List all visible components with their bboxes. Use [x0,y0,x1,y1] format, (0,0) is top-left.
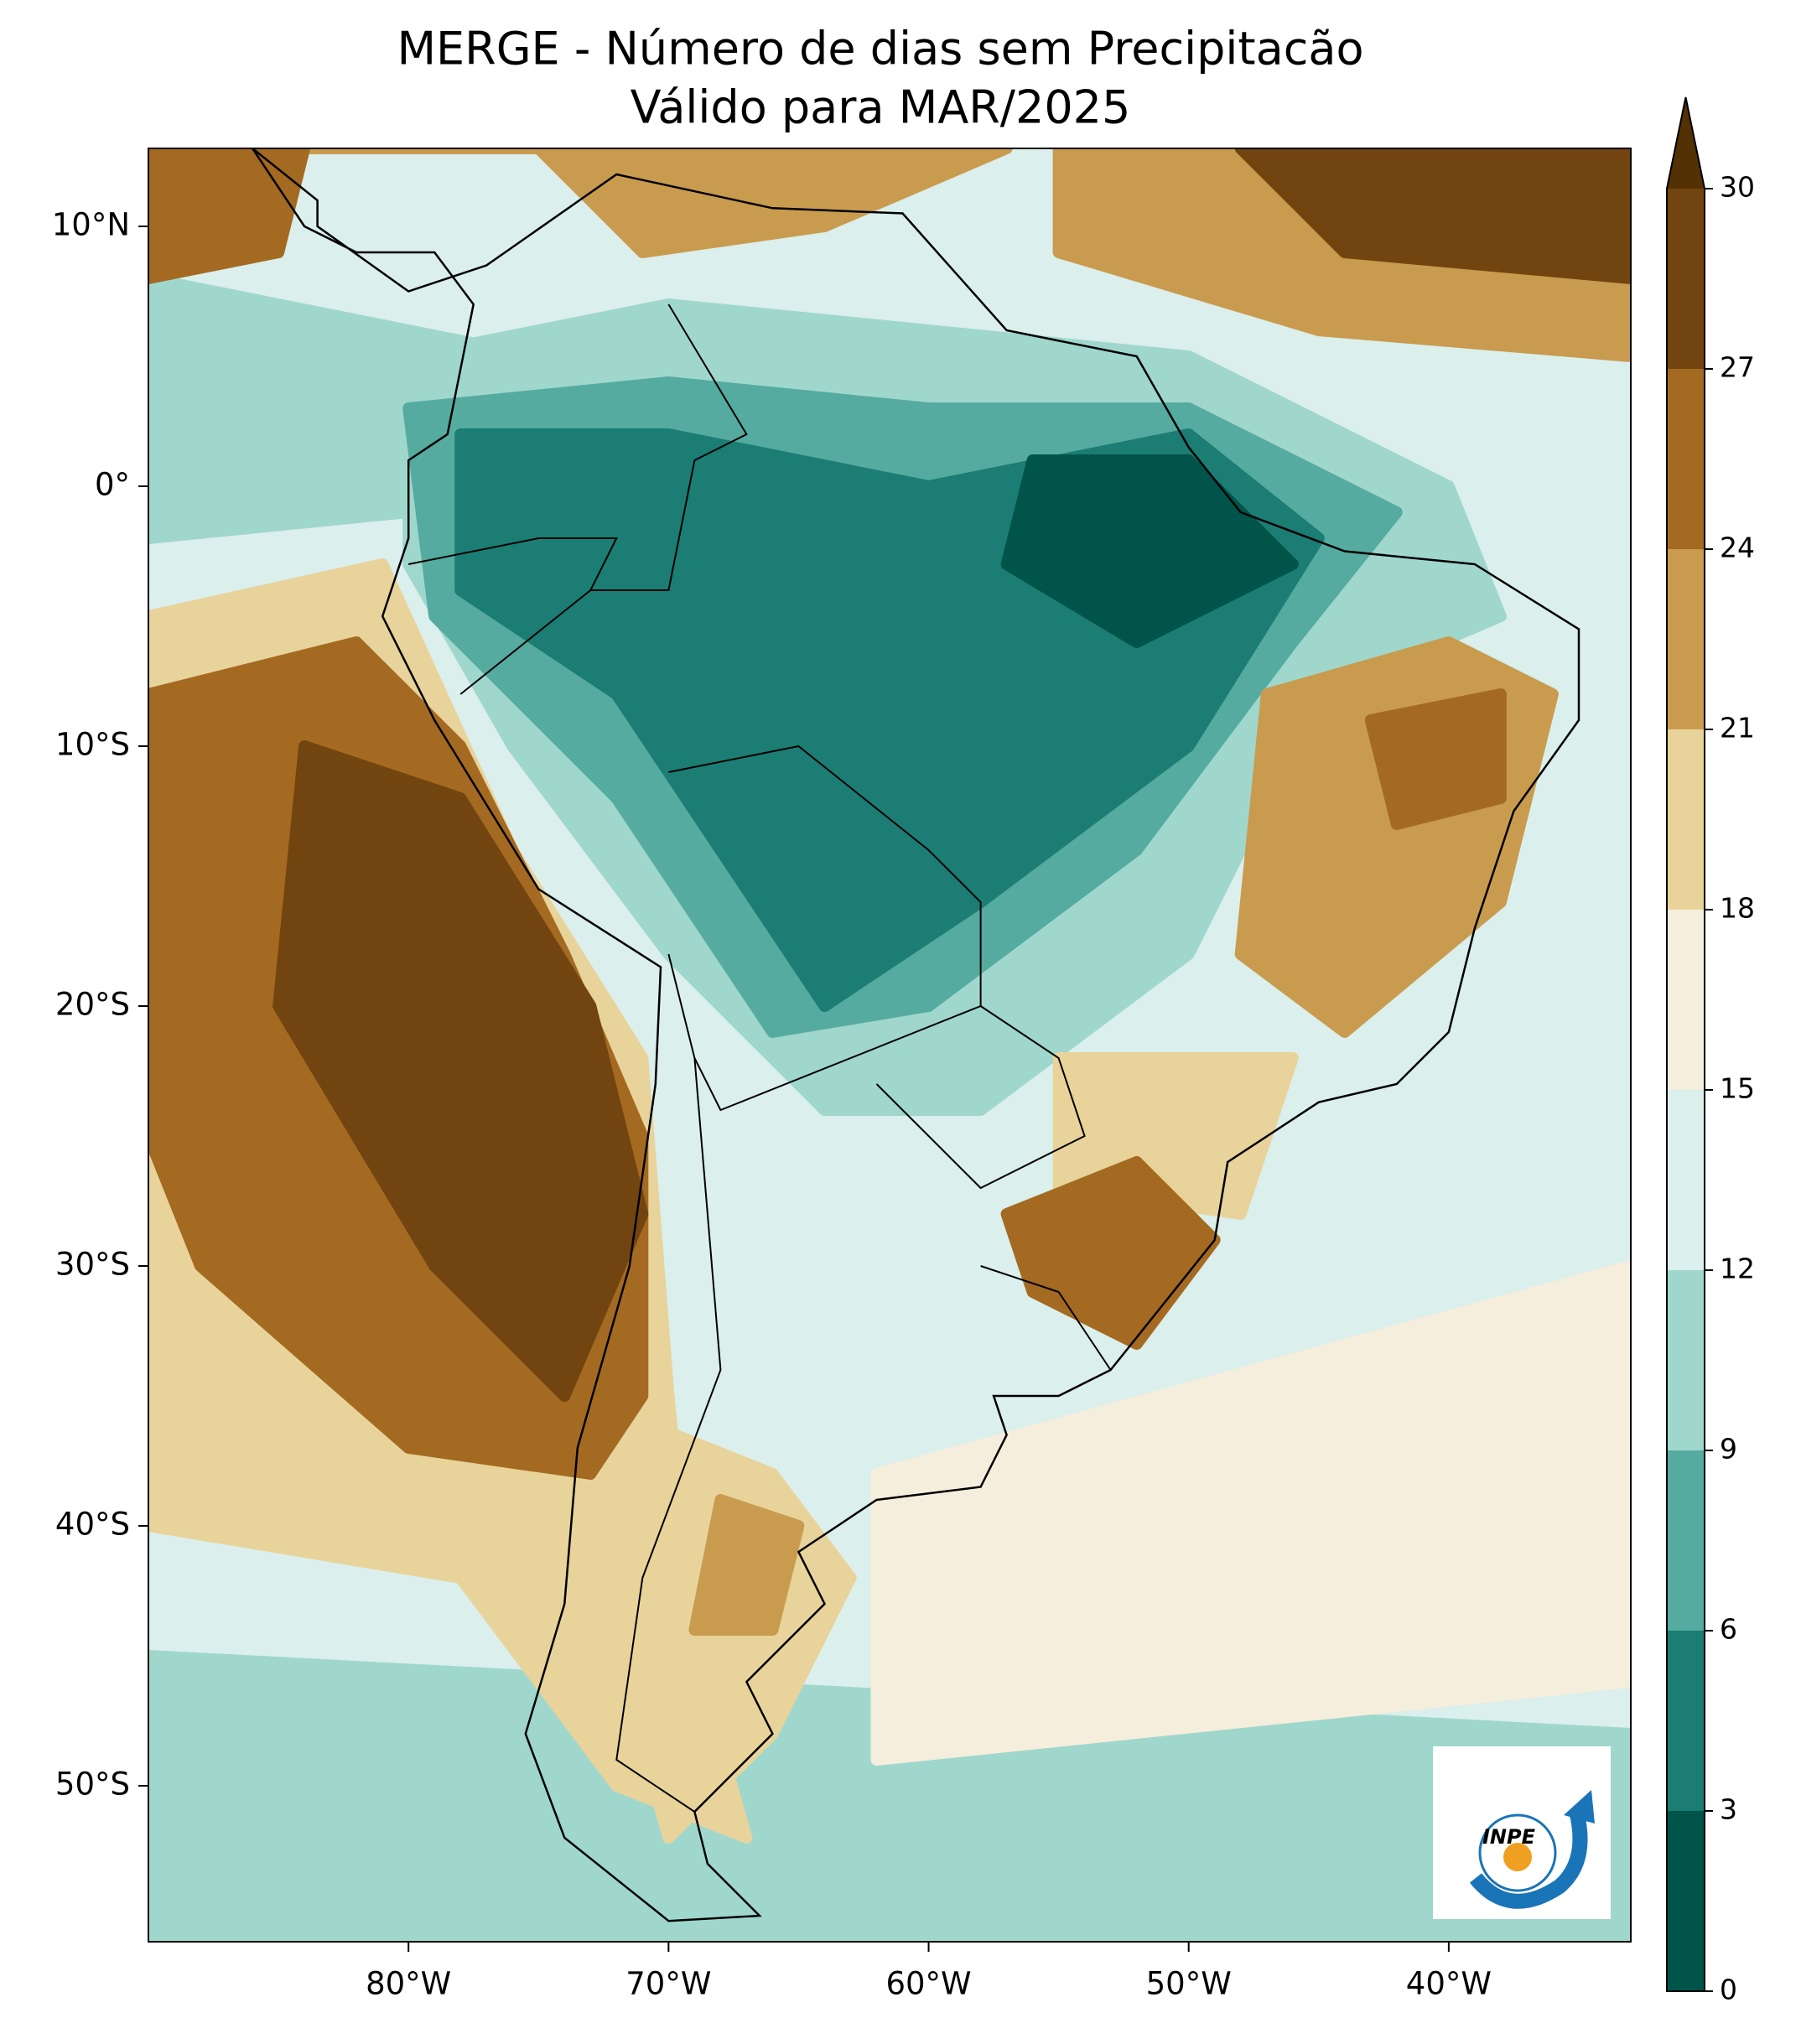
x-tick-label: 70°W [625,1966,711,2002]
field-region [148,148,311,284]
colorbar-tick-label: 0 [1720,1974,1737,2006]
y-tick-label: 10°N [52,207,130,243]
y-tick-label: 40°S [55,1507,130,1543]
logo: INPE [1433,1746,1611,1919]
x-tick-label: 50°W [1146,1966,1232,2002]
map-frame [148,148,1632,1943]
logo-orbit [1478,1813,1557,1892]
colorbar-bin [1667,1090,1705,1270]
border [408,537,618,695]
colorbar-bin [1667,910,1705,1090]
colorbar-bin [1667,369,1705,549]
logo-text: INPE [1482,1825,1536,1849]
colorbar-tick-label: 24 [1720,532,1755,564]
border [590,303,748,591]
colorbar-tick-label: 18 [1720,892,1755,925]
colorbar-bin [1667,1270,1705,1450]
colorbar-tick-label: 9 [1720,1433,1737,1466]
field-region [272,740,649,1402]
logo-sun [1503,1843,1532,1871]
colorbar-bin [1667,729,1705,910]
colorbar-extend [1667,97,1705,189]
field-region [688,1494,805,1636]
colorbar-bin [1667,189,1705,369]
colorbar-tick-label: 21 [1720,712,1755,744]
x-tick-label: 80°W [366,1966,451,2002]
colorbar-outline [1666,96,1705,1992]
map-field [148,148,1631,1942]
colorbar-bin [1667,1631,1705,1811]
y-tick-label: 10°S [55,727,130,763]
y-tick-label: 0° [95,467,130,503]
y-tick-label: 20°S [55,987,130,1023]
field-region [1000,454,1299,648]
colorbar-bin [1667,549,1705,729]
x-tick-label: 40°W [1406,1966,1492,2002]
border [615,1057,722,1813]
colorbar-tick-label: 6 [1720,1613,1737,1646]
colorbar-bin [1667,1450,1705,1631]
field-region [148,148,1013,258]
colorbar-tick-label: 15 [1720,1072,1755,1105]
colorbar-bin [1667,1811,1705,1991]
subtitle: Válido para MAR/2025 [631,81,1131,134]
border [875,1005,1086,1190]
x-tick-label: 60°W [885,1966,971,2002]
logo-arc [1469,1808,1588,1909]
y-tick-label: 30°S [55,1247,130,1283]
border [980,1265,1112,1371]
y-tick-label: 50°S [55,1766,130,1803]
colorbar-tick-label: 3 [1720,1793,1737,1826]
field-region [1364,688,1507,830]
coastline [252,148,1580,1922]
colorbar-tick-label: 12 [1720,1253,1755,1285]
field-region [870,1260,1631,1766]
field-region [1234,148,1631,284]
colorbar-tick-label: 27 [1720,351,1755,384]
logo-arrow [1564,1790,1595,1824]
title: MERGE - Número de dias sem Precipitacão [397,23,1363,75]
field-region [1000,1156,1221,1350]
colorbar-tick-label: 30 [1720,171,1755,204]
